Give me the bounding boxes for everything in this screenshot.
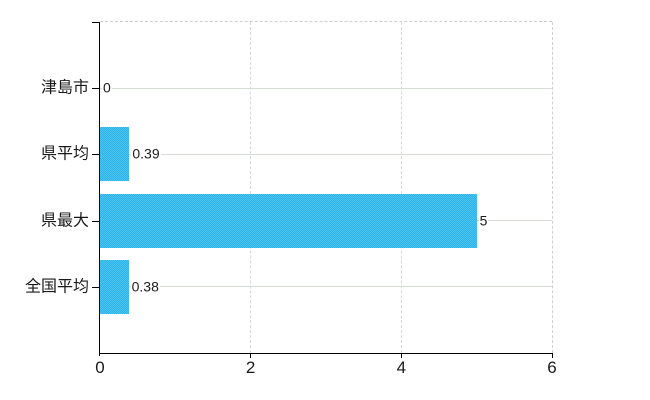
category-label: 県平均 (40, 145, 89, 163)
v-gridline (250, 22, 252, 353)
bar-value-label: 0.39 (131, 145, 161, 162)
y-axis-tick (92, 286, 99, 288)
bar (100, 127, 130, 182)
y-axis-tick (92, 154, 99, 156)
y-axis-end-tick (92, 22, 99, 23)
x-tick-label: 0 (95, 358, 105, 377)
bar-value-label: 0.38 (130, 278, 160, 295)
plot-border-top (100, 21, 552, 22)
x-tick-label: 4 (396, 358, 407, 377)
h-gridline (100, 87, 552, 89)
x-axis-line (99, 353, 553, 354)
x-axis-tick (400, 354, 402, 358)
bar (100, 193, 477, 248)
y-axis-line (99, 22, 100, 356)
bar (100, 259, 129, 314)
x-axis-tick (250, 354, 252, 358)
category-label: 県最大 (40, 212, 89, 230)
plot-area: 0 0.39 5 0.38 (100, 21, 553, 353)
bar-value-label: 0 (102, 79, 112, 96)
category-label: 全国平均 (24, 278, 89, 296)
bar-value-label: 5 (478, 212, 489, 229)
x-axis-tick (551, 354, 553, 358)
h-gridline (100, 286, 552, 288)
category-label: 津島市 (40, 79, 89, 97)
h-gridline (100, 153, 552, 155)
x-tick-label: 2 (245, 358, 256, 377)
x-tick-label: 6 (547, 358, 557, 377)
plot-border-right (552, 22, 553, 353)
y-axis-tick (92, 220, 99, 222)
v-gridline (400, 22, 402, 353)
y-axis-tick (92, 88, 99, 90)
